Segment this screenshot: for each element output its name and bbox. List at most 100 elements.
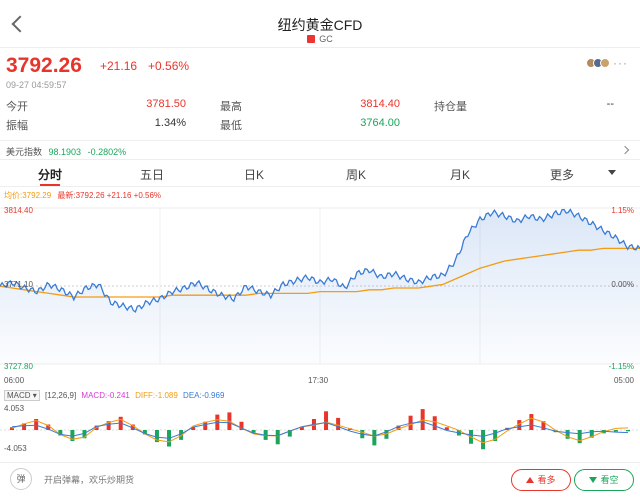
- macd-bar: [432, 416, 437, 430]
- index-change: -0.2802%: [87, 147, 127, 157]
- tab-intraday[interactable]: 分时: [38, 168, 63, 182]
- y-axis-top: 3814.40: [4, 206, 33, 215]
- tab-monthly-k[interactable]: 月K: [450, 168, 471, 182]
- macd-bar: [130, 424, 135, 430]
- price-change: +21.16: [100, 59, 138, 73]
- chart-tabs: 分时 五日 日K 周K 月K 更多: [0, 162, 640, 187]
- index-label: 美元指数: [6, 147, 43, 157]
- macd-bar: [58, 430, 63, 436]
- danmaku-icon: 弹: [16, 474, 26, 484]
- bullish-button[interactable]: 看多: [511, 469, 571, 491]
- macd-bar: [251, 430, 256, 433]
- page-title: 纽约黄金CFD: [277, 17, 363, 33]
- danmaku-toggle[interactable]: 弹: [10, 468, 32, 490]
- dea-line: [11, 421, 629, 439]
- macd-bar: [444, 427, 449, 430]
- macd-chart[interactable]: [0, 404, 640, 456]
- macd-bar: [336, 417, 341, 430]
- quote-time: 09-27 04:59:57: [6, 80, 67, 90]
- quote-row: 3792.26: [6, 54, 82, 80]
- tab-five-day[interactable]: 五日: [140, 168, 165, 182]
- macd-bar: [275, 430, 280, 445]
- macd-selector-label: MACD: [7, 391, 31, 400]
- macd-legend: MACD ▾ [12,26,9] MACD:-0.241 DIFF:-1.089…: [4, 390, 224, 401]
- page-subtitle: GC: [0, 34, 640, 44]
- tab-weekly-k[interactable]: 周K: [346, 168, 367, 182]
- x-axis-mid: 17:30: [308, 376, 329, 385]
- header: 纽约黄金CFD GC: [0, 0, 640, 48]
- macd-bar: [529, 414, 534, 430]
- price-chart[interactable]: [0, 204, 640, 372]
- open-interest-label: 持仓量: [434, 101, 467, 113]
- avatar-group[interactable]: [586, 58, 610, 68]
- bottom-bar: 弹 开启弹幕，欢乐炒期货 看多 看空: [0, 462, 640, 497]
- x-axis-start: 06:00: [4, 376, 25, 385]
- legend-latest: 最新:3792.26 +21.16 +0.56%: [57, 191, 162, 200]
- macd-bar: [493, 430, 498, 441]
- pct-axis-bottom: -1.15%: [608, 362, 634, 371]
- index-value: 98.1903: [48, 147, 82, 157]
- macd-bar: [203, 421, 208, 430]
- high-value: 3814.40: [360, 98, 400, 110]
- macd-selector[interactable]: MACD ▾: [4, 390, 40, 401]
- active-tab-indicator: [40, 184, 60, 186]
- macd-bar: [82, 430, 87, 439]
- legend-avg: 均价:3792.29: [4, 191, 52, 200]
- arrow-down-icon: [589, 477, 598, 483]
- macd-bar: [613, 430, 618, 432]
- open-value: 3781.50: [146, 98, 186, 110]
- macd-bar: [179, 430, 184, 440]
- macd-bar: [626, 430, 630, 432]
- tab-daily-k[interactable]: 日K: [244, 168, 265, 182]
- symbol-code: GC: [319, 34, 333, 44]
- low-value: 3764.00: [360, 117, 400, 129]
- macd-bar: [299, 426, 304, 430]
- chart-legend: 均价:3792.29 最新:3792.26 +21.16 +0.56%: [4, 190, 161, 201]
- macd-bar: [481, 430, 486, 450]
- open-interest-value: --: [606, 98, 614, 110]
- amplitude-label: 振幅: [6, 120, 28, 132]
- y-axis-bottom: 3727.80: [4, 362, 33, 371]
- x-axis-end: 05:00: [613, 376, 634, 385]
- chevron-down-icon: [608, 170, 616, 175]
- tab-more[interactable]: 更多: [550, 168, 575, 182]
- danmaku-input[interactable]: 开启弹幕，欢乐炒期货: [44, 475, 135, 485]
- macd-histogram: [10, 409, 630, 450]
- macd-bar: [70, 430, 75, 441]
- avatar: [600, 58, 610, 68]
- flag-icon: [307, 35, 316, 43]
- dollar-index-row[interactable]: 美元指数 98.1903 -0.2802%: [0, 140, 640, 160]
- macd-bar: [34, 419, 39, 430]
- macd-bar: [239, 421, 244, 430]
- macd-bar: [142, 430, 147, 435]
- y-axis-mid: 3771.10: [4, 280, 33, 289]
- pct-axis-mid: 0.00%: [611, 280, 634, 289]
- macd-bar: [372, 430, 377, 446]
- arrow-up-icon: [526, 477, 535, 483]
- amplitude-value: 1.34%: [154, 117, 186, 129]
- macd-bar: [46, 424, 51, 430]
- bearish-label: 看空: [600, 475, 619, 485]
- macd-bar: [10, 427, 14, 430]
- macd-bar: [541, 421, 546, 430]
- chevron-right-icon: [620, 145, 630, 155]
- diff-value: DIFF:-1.089: [135, 391, 178, 400]
- low-label: 最低: [220, 120, 242, 132]
- macd-bar: [396, 425, 401, 430]
- macd-value: MACD:-0.241: [81, 391, 130, 400]
- macd-bar: [287, 430, 292, 437]
- macd-bar: [324, 411, 329, 430]
- price-line: [0, 208, 640, 313]
- bullish-label: 看多: [537, 475, 556, 485]
- more-icon[interactable]: ···: [613, 56, 628, 70]
- price-change-pct: +0.56%: [148, 59, 190, 73]
- macd-axis-bottom: -4.053: [4, 444, 27, 453]
- bearish-button[interactable]: 看空: [574, 469, 634, 491]
- macd-bar: [517, 420, 522, 430]
- macd-bar: [106, 421, 111, 430]
- price-area: [0, 209, 640, 364]
- macd-bar: [577, 430, 582, 444]
- macd-bar: [191, 427, 196, 430]
- macd-axis-top: 4.053: [4, 404, 25, 413]
- open-label: 今开: [6, 101, 28, 113]
